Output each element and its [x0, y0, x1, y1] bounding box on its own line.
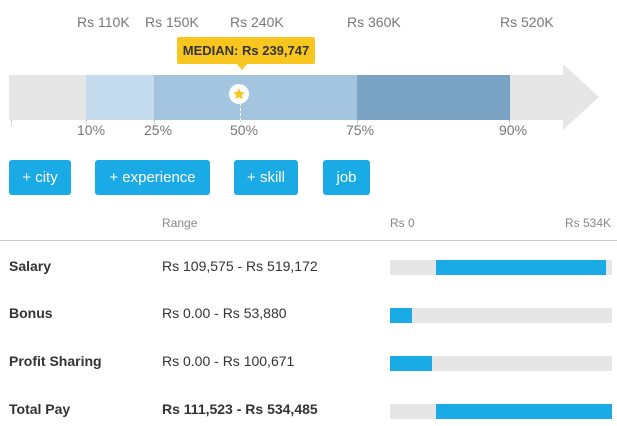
median-badge: MEDIAN: Rs 239,747	[177, 37, 315, 64]
range-bar-salary	[390, 260, 612, 275]
tick-p90	[509, 120, 510, 126]
add-city-button[interactable]: + city	[9, 160, 71, 195]
tick-p75	[357, 120, 358, 126]
percentile-label-25: 25%	[144, 122, 173, 138]
range-column-header: Range	[162, 216, 198, 230]
scale-max-label: Rs 534K	[565, 216, 612, 230]
median-line	[240, 98, 241, 126]
tick-p25	[154, 120, 155, 126]
percentile-label-90: 90%	[499, 122, 528, 138]
value-label-p25: Rs 150K	[145, 14, 199, 30]
table-header-divider	[0, 240, 617, 241]
tick-start	[11, 120, 12, 126]
band-10-25	[86, 75, 154, 120]
scale-min-label: Rs 0	[390, 216, 415, 230]
row-label-salary: Salary	[9, 258, 52, 274]
row-range-salary: Rs 109,575 - Rs 519,172	[162, 258, 318, 274]
value-label-p10: Rs 110K	[77, 14, 130, 30]
band-25-75	[154, 75, 357, 120]
value-label-p50: Rs 240K	[230, 14, 284, 30]
range-bar-fill-bonus	[390, 308, 412, 323]
tick-p10	[86, 120, 87, 126]
star-icon	[233, 88, 245, 100]
job-button[interactable]: job	[323, 160, 370, 195]
band-75-90	[357, 75, 510, 120]
range-bar-total-pay	[390, 404, 612, 419]
row-range-profit-sharing: Rs 0.00 - Rs 100,671	[162, 353, 295, 369]
percentile-label-75: 75%	[346, 122, 375, 138]
add-experience-button[interactable]: + experience	[95, 160, 210, 195]
median-marker	[229, 84, 249, 104]
median-badge-pointer	[237, 64, 247, 70]
range-bar-profit-sharing	[390, 356, 612, 371]
row-label-bonus: Bonus	[9, 305, 53, 321]
range-bar-fill-salary	[436, 260, 606, 275]
range-bar-bonus	[390, 308, 612, 323]
percentile-label-50: 50%	[230, 122, 259, 138]
row-label-profit-sharing: Profit Sharing	[9, 353, 102, 369]
range-bar-fill-total-pay	[436, 404, 612, 419]
distribution-arrowhead	[563, 64, 599, 130]
range-bar-fill-profit-sharing	[390, 356, 432, 371]
row-label-total-pay: Total Pay	[9, 401, 71, 417]
row-range-total-pay: Rs 111,523 - Rs 534,485	[162, 401, 318, 417]
value-label-p75: Rs 360K	[347, 14, 401, 30]
value-label-p90: Rs 520K	[500, 14, 554, 30]
percentile-label-10: 10%	[77, 122, 106, 138]
add-skill-button[interactable]: + skill	[234, 160, 298, 195]
row-range-bonus: Rs 0.00 - Rs 53,880	[162, 305, 287, 321]
